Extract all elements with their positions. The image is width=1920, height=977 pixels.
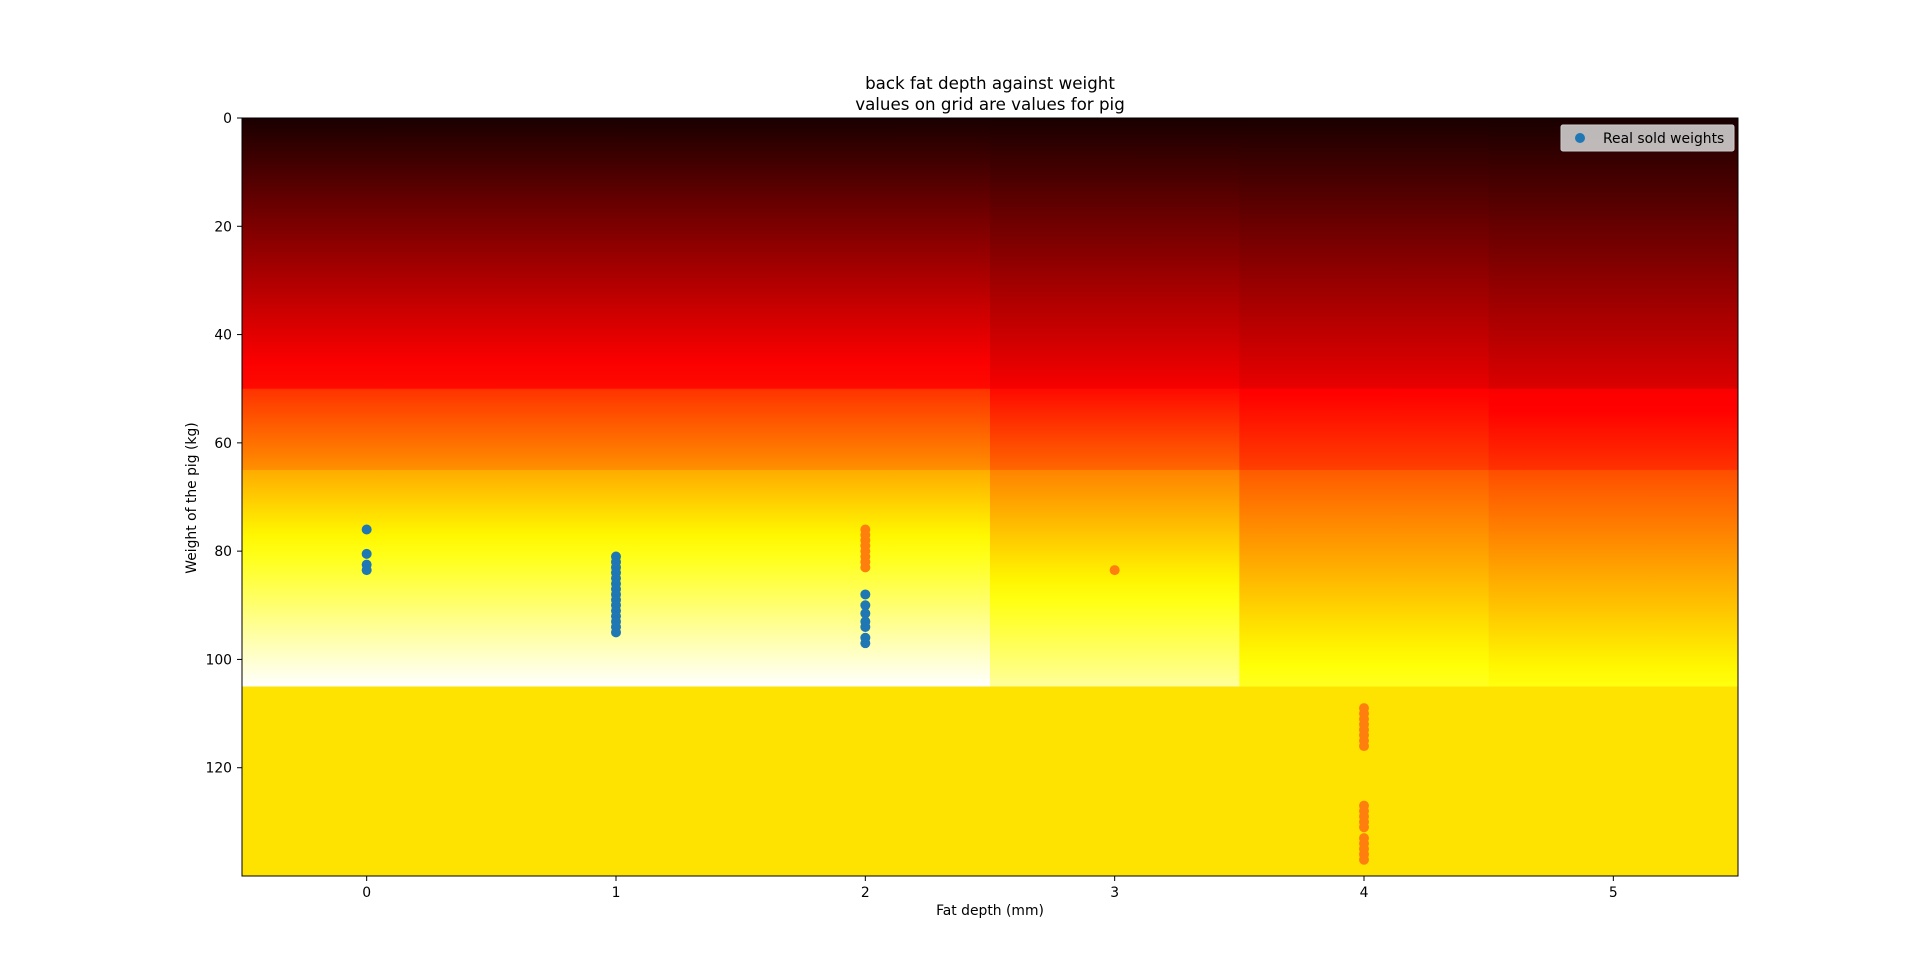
heatmap-cell-col2-band0 [1239, 118, 1490, 390]
scatter-point-series0-0 [361, 524, 372, 535]
scatter-point-series1-7 [860, 562, 871, 573]
heatmap [242, 118, 1739, 877]
y-tick-label-20: 20 [214, 219, 232, 235]
x-tick-label-4: 4 [1360, 885, 1369, 901]
scatter-point-series1-26 [1359, 854, 1369, 865]
y-tick-label-0: 0 [223, 111, 232, 127]
x-axis-ticks: 0 1 2 3 4 5 [362, 876, 1618, 901]
heatmap-cell-col1-band2 [990, 469, 1240, 687]
legend-marker [1575, 133, 1585, 143]
legend: Real sold weights [1560, 124, 1735, 152]
heatmap-cell-col0-band3 [242, 686, 991, 877]
y-tick-label-80: 80 [214, 544, 232, 560]
heatmap-cell-col1-band3 [990, 686, 1240, 877]
heatmap-cell-col3-band1 [1488, 388, 1739, 471]
chart-title-line-1: back fat depth against weight [865, 73, 1115, 93]
y-tick-label-40: 40 [214, 328, 232, 344]
scatter-point-series0-25 [860, 638, 871, 649]
heatmap-cell-col0-band1 [242, 388, 991, 471]
x-tick-label-1: 1 [612, 885, 621, 901]
scatter-point-series1-21 [1359, 822, 1369, 833]
scatter-point-series0-21 [860, 608, 871, 619]
scatter-point-series1-16 [1359, 741, 1369, 752]
y-tick-label-60: 60 [214, 436, 232, 452]
plot-frame [241, 117, 1739, 877]
legend-entry-label: Real sold weights [1603, 131, 1724, 147]
y-axis-ticks: 0 20 40 60 80 100 120 [205, 111, 242, 777]
x-tick-label-3: 3 [1110, 885, 1119, 901]
heatmap-cell-col0-band0 [242, 118, 991, 390]
heatmap-cell-col3-band2 [1488, 469, 1739, 687]
scatter-point-series0-18 [611, 627, 621, 638]
x-tick-label-5: 5 [1609, 885, 1618, 901]
heatmap-cell-col1-band1 [990, 388, 1240, 471]
scatter-point-series0-3 [361, 565, 372, 576]
y-axis-label: Weight of the pig (kg) [184, 422, 200, 573]
heatmap-cell-col2-band2 [1239, 469, 1490, 687]
y-tick-label-120: 120 [205, 761, 232, 777]
legend-box [1560, 124, 1735, 152]
y-tick-label-100: 100 [205, 652, 232, 668]
x-tick-label-2: 2 [861, 885, 870, 901]
heatmap-cell-col3-band3 [1488, 686, 1739, 877]
scatter-points [361, 524, 1369, 865]
scatter-point-series0-23 [860, 621, 871, 632]
heatmap-cell-col3-band0 [1488, 118, 1739, 390]
heatmap-cell-col2-band1 [1239, 388, 1490, 471]
x-axis-label: Fat depth (mm) [936, 903, 1044, 919]
heatmap-cell-col1-band0 [990, 118, 1240, 390]
scatter-point-series0-19 [860, 589, 871, 600]
scatter-point-series0-1 [361, 548, 372, 559]
scatter-point-series1-8 [1109, 565, 1120, 576]
x-tick-label-0: 0 [362, 885, 371, 901]
scatter-point-series0-20 [860, 600, 871, 611]
chart-title-line-2: values on grid are values for pig [855, 94, 1125, 114]
